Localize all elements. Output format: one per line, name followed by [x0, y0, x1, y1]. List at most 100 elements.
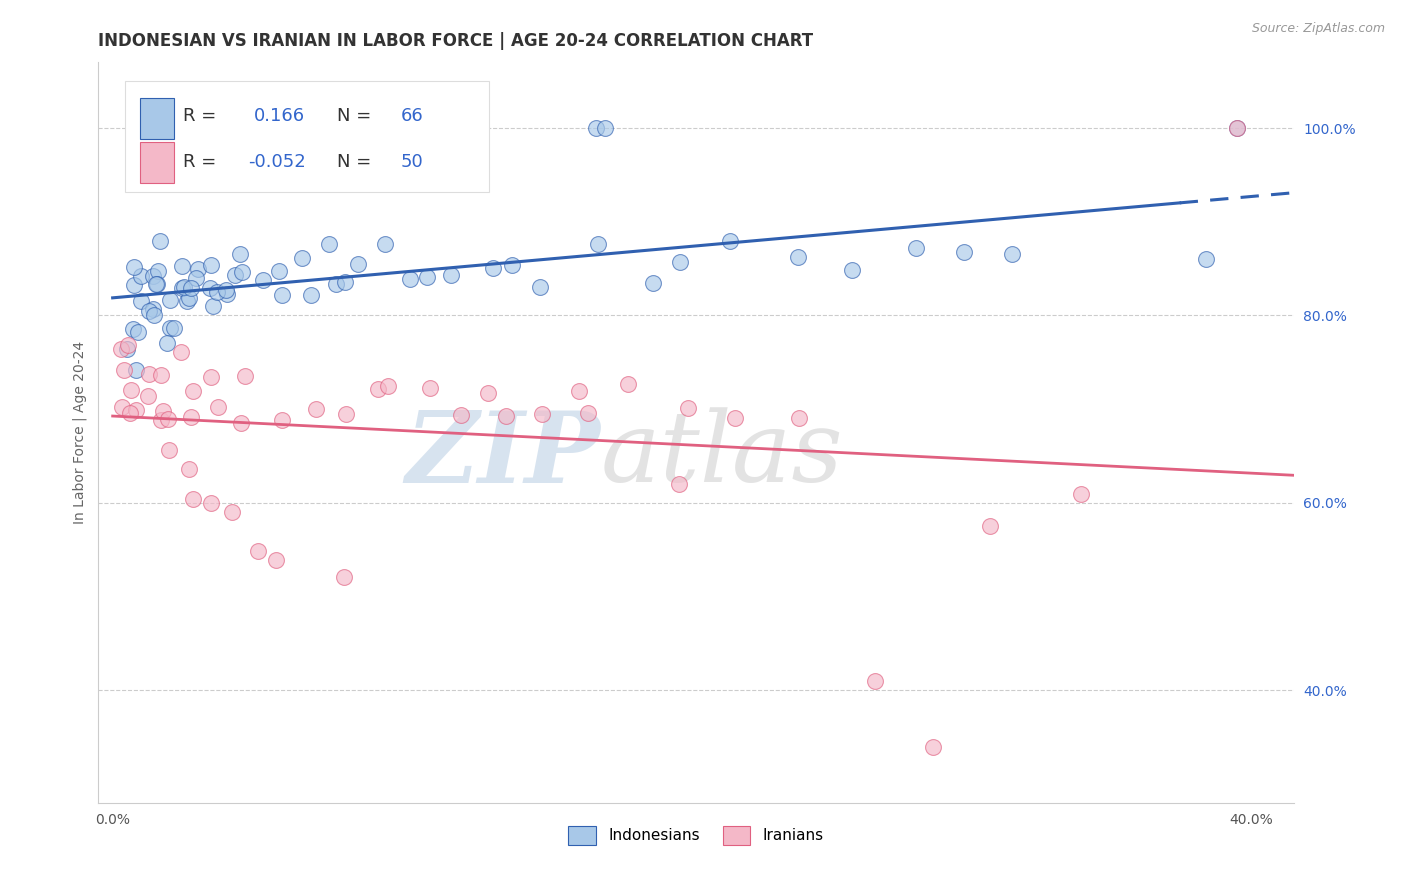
Indonesians — [205, 285, 228, 300]
Indonesians — [173, 280, 195, 294]
Indonesians — [159, 293, 181, 308]
Text: 0.166: 0.166 — [254, 108, 305, 126]
Iranians — [1226, 121, 1249, 136]
Iranians — [335, 407, 357, 421]
Iranians — [530, 407, 553, 421]
FancyBboxPatch shape — [125, 81, 489, 192]
Iranians — [567, 384, 589, 399]
Indonesians — [299, 287, 322, 301]
FancyBboxPatch shape — [141, 98, 174, 138]
Indonesians — [374, 237, 396, 252]
Indonesians — [122, 278, 145, 293]
Iranians — [367, 382, 389, 396]
Indonesians — [720, 234, 742, 248]
Iranians — [450, 409, 472, 423]
Iranians — [229, 417, 252, 431]
Indonesians — [1001, 247, 1024, 261]
FancyBboxPatch shape — [141, 143, 174, 183]
Indonesians — [200, 258, 222, 272]
Indonesians — [333, 275, 356, 289]
Iranians — [207, 400, 229, 414]
Indonesians — [201, 299, 224, 313]
Iranians — [179, 461, 201, 475]
Indonesians — [586, 237, 609, 252]
Indonesians — [501, 258, 523, 272]
Indonesians — [269, 264, 291, 278]
Indonesians — [187, 261, 209, 276]
Indonesians — [125, 363, 148, 377]
Iranians — [111, 400, 134, 414]
Iranians — [150, 413, 173, 427]
Indonesians — [159, 321, 181, 335]
Indonesians — [176, 293, 198, 308]
Iranians — [616, 376, 638, 391]
Indonesians — [347, 257, 370, 271]
Iranians — [117, 338, 139, 352]
Indonesians — [149, 234, 172, 248]
Indonesians — [198, 281, 221, 295]
Text: -0.052: -0.052 — [247, 153, 305, 171]
Indonesians — [129, 293, 152, 308]
Indonesians — [170, 259, 193, 273]
Text: atlas: atlas — [600, 407, 844, 502]
Indonesians — [669, 254, 692, 268]
Indonesians — [482, 261, 505, 276]
Iranians — [419, 381, 441, 395]
Iranians — [863, 673, 886, 688]
Indonesians — [215, 286, 238, 301]
Text: 66: 66 — [401, 108, 423, 126]
Text: Source: ZipAtlas.com: Source: ZipAtlas.com — [1251, 22, 1385, 36]
Text: N =: N = — [337, 108, 371, 126]
Indonesians — [318, 237, 340, 252]
Indonesians — [787, 251, 810, 265]
Indonesians — [440, 268, 463, 283]
Indonesians — [215, 283, 238, 297]
Indonesians — [145, 277, 167, 292]
Indonesians — [127, 325, 149, 339]
Text: INDONESIAN VS IRANIAN IN LABOR FORCE | AGE 20-24 CORRELATION CHART: INDONESIAN VS IRANIAN IN LABOR FORCE | A… — [98, 32, 814, 50]
Iranians — [305, 402, 328, 417]
Iranians — [271, 413, 294, 427]
Indonesians — [231, 265, 253, 279]
Iranians — [333, 570, 356, 584]
Indonesians — [121, 322, 143, 336]
Indonesians — [416, 269, 439, 284]
Iranians — [183, 384, 205, 398]
Indonesians — [142, 302, 165, 317]
Indonesians — [1195, 252, 1218, 266]
Iranians — [477, 385, 499, 400]
Iranians — [495, 409, 517, 423]
Iranians — [138, 368, 160, 382]
Indonesians — [529, 280, 551, 294]
Indonesians — [325, 277, 347, 292]
Indonesians — [115, 342, 138, 356]
Indonesians — [841, 262, 863, 277]
Indonesians — [129, 269, 152, 284]
Iranians — [922, 739, 945, 754]
Iranians — [247, 543, 270, 558]
Iranians — [118, 406, 141, 420]
Indonesians — [905, 241, 928, 255]
Indonesians — [145, 277, 167, 292]
Indonesians — [585, 121, 607, 136]
Text: N =: N = — [337, 153, 371, 171]
Iranians — [724, 410, 747, 425]
Indonesians — [138, 303, 160, 318]
Indonesians — [122, 260, 145, 274]
Iranians — [149, 368, 172, 383]
Iranians — [264, 553, 287, 567]
Iranians — [221, 505, 243, 519]
Indonesians — [1226, 121, 1249, 136]
Text: R =: R = — [183, 153, 217, 171]
Indonesians — [148, 264, 170, 278]
Indonesians — [641, 277, 664, 291]
Text: 50: 50 — [401, 153, 423, 171]
Iranians — [125, 402, 148, 417]
Iranians — [377, 379, 399, 393]
Indonesians — [252, 272, 274, 286]
Indonesians — [179, 292, 201, 306]
Iranians — [668, 477, 690, 491]
Iranians — [110, 342, 132, 356]
Indonesians — [229, 247, 252, 261]
Indonesians — [399, 272, 422, 286]
